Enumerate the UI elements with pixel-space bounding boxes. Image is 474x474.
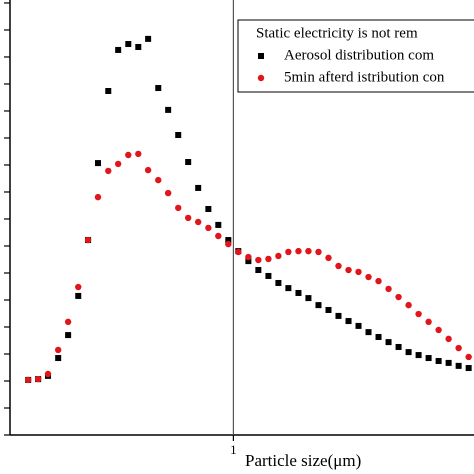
data-point — [355, 268, 362, 276]
data-point — [215, 221, 222, 228]
data-point — [194, 218, 202, 226]
data-point — [335, 262, 342, 270]
data-point — [145, 35, 152, 42]
legend-label: 5min afterd istribution con — [284, 69, 445, 85]
data-point — [325, 306, 332, 313]
data-point — [255, 256, 262, 264]
data-point — [115, 46, 122, 53]
data-point — [425, 318, 432, 326]
data-point — [155, 85, 162, 92]
data-point — [55, 355, 62, 362]
data-point — [275, 252, 282, 260]
data-point — [265, 255, 272, 263]
data-point — [114, 160, 122, 168]
data-point — [315, 248, 322, 256]
data-point — [144, 166, 152, 174]
data-point — [405, 349, 412, 356]
data-point — [105, 87, 112, 94]
data-point — [415, 352, 422, 359]
data-point — [355, 322, 362, 329]
data-point — [365, 329, 372, 336]
data-point — [135, 150, 142, 158]
data-point — [425, 355, 432, 362]
data-point — [245, 253, 252, 261]
data-point — [75, 283, 82, 291]
data-point — [335, 312, 342, 319]
data-point — [395, 293, 402, 301]
data-point — [75, 292, 82, 299]
data-point — [255, 267, 262, 274]
data-point — [105, 167, 112, 175]
legend-marker — [257, 74, 265, 82]
data-point — [125, 151, 132, 159]
data-point — [385, 339, 392, 346]
data-point — [325, 254, 332, 262]
data-point — [455, 362, 462, 369]
data-point — [125, 41, 132, 48]
legend-box — [237, 19, 474, 93]
legend: Static electricity is not rem Aerosol dis… — [237, 19, 474, 93]
data-point — [94, 193, 102, 201]
data-point — [164, 189, 172, 197]
data-point — [245, 258, 252, 265]
data-point — [275, 279, 282, 286]
data-point — [34, 375, 42, 383]
data-point — [185, 159, 192, 166]
data-point — [375, 277, 382, 285]
legend-title: Static electricity is not rem — [256, 25, 418, 41]
data-point — [445, 359, 452, 366]
data-point — [395, 343, 402, 350]
data-point — [64, 318, 72, 326]
data-point — [305, 295, 312, 302]
x-axis-label: Particle size(μm) — [245, 451, 361, 470]
data-point — [225, 240, 232, 248]
data-point — [205, 224, 212, 232]
data-point — [84, 236, 92, 244]
data-point — [345, 266, 352, 274]
data-point — [175, 132, 182, 139]
data-point — [435, 358, 442, 365]
legend-label: Aerosol distribution com — [284, 47, 434, 63]
data-point — [155, 176, 162, 184]
data-point — [465, 365, 472, 372]
data-point — [184, 214, 192, 222]
data-point — [465, 353, 472, 361]
data-point — [295, 247, 302, 255]
data-point — [455, 344, 462, 352]
data-point — [54, 346, 62, 354]
data-point — [285, 285, 292, 292]
data-point — [305, 247, 312, 255]
data-point — [315, 302, 322, 309]
data-point — [415, 310, 422, 318]
data-point — [365, 273, 372, 281]
data-point — [225, 237, 232, 244]
data-point — [445, 335, 452, 343]
data-point — [165, 106, 172, 113]
data-point — [405, 301, 412, 309]
data-point — [65, 332, 72, 339]
data-point — [175, 204, 182, 212]
legend-marker — [258, 53, 264, 59]
data-point — [215, 232, 222, 240]
data-point — [295, 289, 302, 296]
data-point — [345, 318, 352, 325]
data-point — [285, 248, 292, 256]
data-point — [265, 272, 272, 279]
data-point — [205, 205, 212, 212]
data-point — [375, 333, 382, 340]
x-tick-label: 1 — [230, 442, 237, 457]
data-point — [24, 376, 32, 384]
data-point — [385, 285, 392, 293]
data-point — [195, 184, 202, 191]
data-point — [235, 248, 242, 256]
data-point — [435, 326, 442, 334]
data-point — [94, 160, 101, 167]
data-point — [135, 43, 142, 50]
data-point — [44, 370, 52, 378]
